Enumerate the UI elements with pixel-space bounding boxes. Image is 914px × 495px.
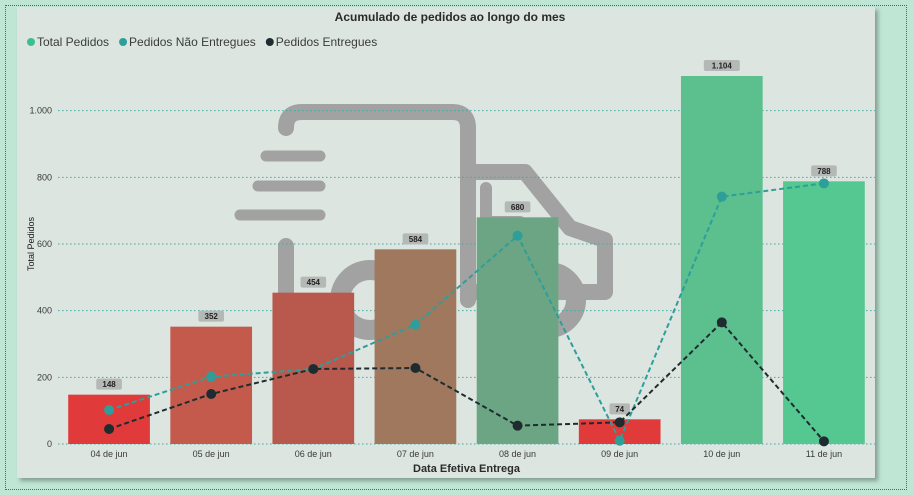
- data-label-box: [703, 60, 740, 71]
- bar-04-de-jun[interactable]: [68, 394, 150, 444]
- data-label: 148: [102, 380, 116, 389]
- data-label-box: [198, 310, 224, 322]
- point-series-2[interactable]: [410, 363, 421, 373]
- bar-07-de-jun[interactable]: [374, 249, 457, 444]
- point-series-1[interactable]: [410, 319, 421, 330]
- legend-marker-0: [27, 38, 35, 46]
- x-tick-label: 07 de jun: [397, 449, 434, 459]
- data-label: 680: [511, 203, 525, 212]
- point-series-2[interactable]: [104, 424, 115, 434]
- x-tick-label: 08 de jun: [499, 449, 536, 459]
- x-tick-label: 06 de jun: [295, 449, 332, 459]
- point-series-1[interactable]: [818, 178, 829, 189]
- data-label: 1.104: [712, 62, 733, 71]
- data-label: 74: [615, 405, 624, 414]
- point-series-1[interactable]: [206, 371, 217, 382]
- y-tick-label: 600: [37, 239, 52, 249]
- legend-marker-2: [265, 38, 274, 46]
- point-series-2[interactable]: [308, 364, 319, 374]
- point-series-2[interactable]: [206, 389, 217, 399]
- legend-label-1: Pedidos Não Entregues: [129, 35, 256, 49]
- data-label-box: [96, 378, 122, 390]
- legend-marker-1: [119, 38, 128, 46]
- data-label: 788: [817, 167, 831, 176]
- point-series-1[interactable]: [716, 191, 727, 202]
- x-axis-title: Data Efetiva Entrega: [413, 463, 521, 475]
- data-label: 454: [307, 278, 321, 287]
- legend-label-0: Total Pedidos: [37, 35, 109, 49]
- series-line-1: [108, 182, 825, 444]
- point-series-2[interactable]: [716, 317, 727, 328]
- legend-label-2: Pedidos Entregues: [276, 35, 377, 49]
- point-series-1[interactable]: [104, 405, 115, 415]
- x-tick-label: 11 de jun: [806, 449, 842, 459]
- data-label-box: [300, 276, 327, 288]
- data-label: 584: [409, 235, 423, 244]
- y-axis-title: Total Pedidos: [26, 216, 36, 271]
- y-tick-label: 400: [37, 306, 52, 316]
- data-label: 352: [205, 312, 219, 321]
- data-label-box: [811, 165, 837, 177]
- y-tick-label: 200: [37, 372, 52, 382]
- bar-05-de-jun[interactable]: [170, 326, 253, 444]
- data-label-box: [504, 201, 531, 213]
- point-series-1[interactable]: [512, 230, 523, 241]
- point-series-2[interactable]: [614, 417, 625, 428]
- chart-title: Acumulado de pedidos ao longo do mes: [335, 10, 566, 24]
- y-tick-label: 800: [37, 172, 52, 182]
- y-tick-label: 0: [47, 439, 52, 449]
- x-tick-label: 09 de jun: [601, 449, 638, 459]
- x-tick-label: 05 de jun: [193, 449, 230, 459]
- bar-08-de-jun[interactable]: [476, 217, 559, 444]
- outer-frame: [5, 5, 907, 490]
- point-series-2[interactable]: [818, 436, 829, 447]
- point-series-2[interactable]: [512, 420, 523, 431]
- bar-10-de-jun[interactable]: [680, 76, 763, 444]
- y-tick-label: 1.000: [29, 106, 52, 116]
- x-tick-label: 04 de jun: [91, 449, 128, 459]
- x-tick-label: 10 de jun: [703, 449, 740, 459]
- point-series-1[interactable]: [614, 435, 625, 446]
- bar-11-de-jun[interactable]: [783, 181, 865, 445]
- data-label-box: [402, 233, 429, 245]
- data-label-box: [609, 403, 630, 415]
